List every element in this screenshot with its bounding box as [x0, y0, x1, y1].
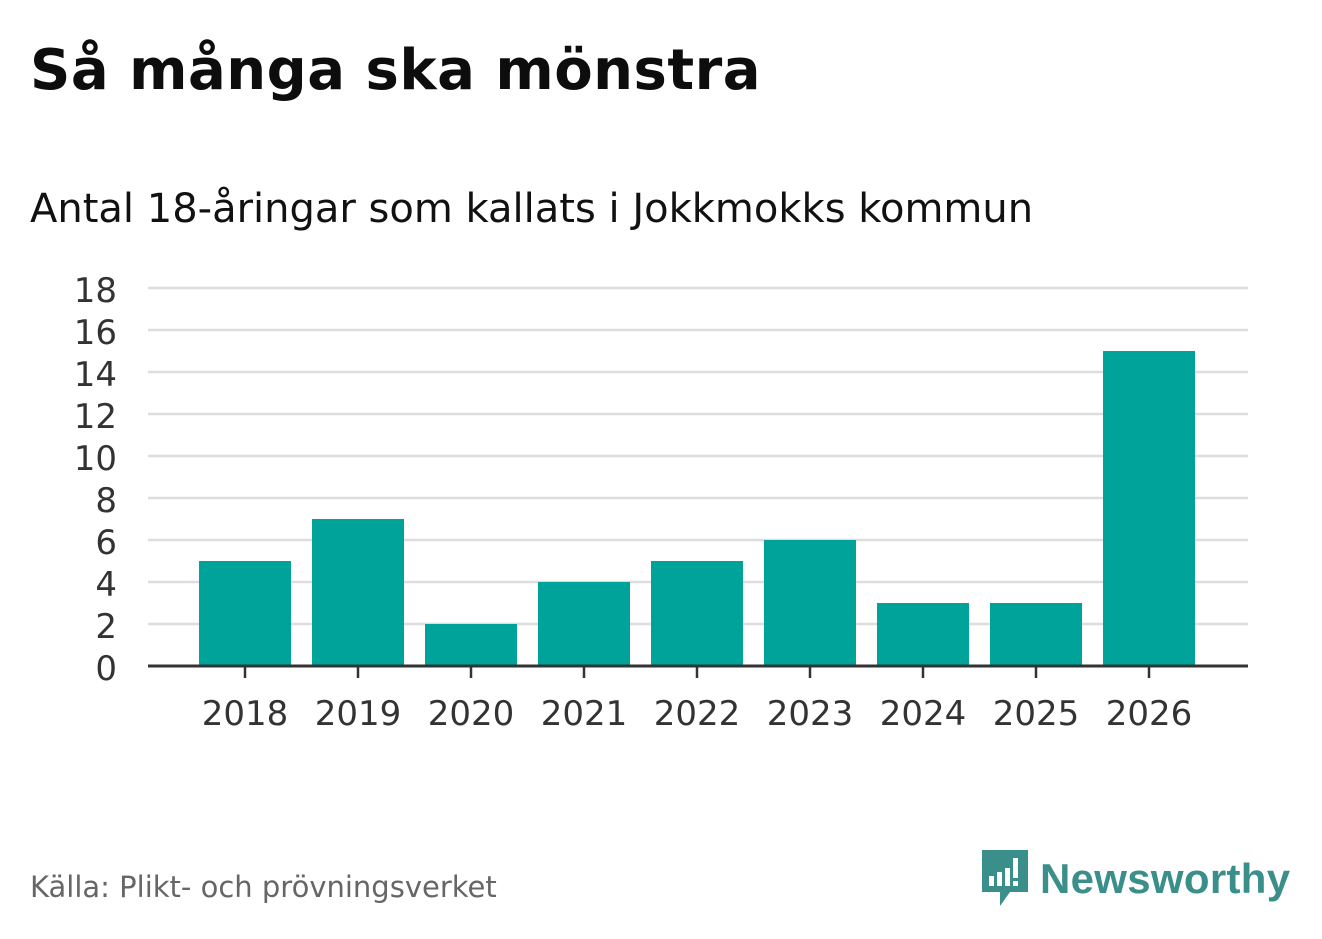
- x-tick-label: 2025: [993, 694, 1080, 734]
- brand-logo: Newsworthy: [980, 848, 1290, 910]
- y-tick-label: 10: [74, 439, 117, 479]
- x-tick-label: 2021: [541, 694, 628, 734]
- y-tick-label: 2: [95, 607, 117, 647]
- x-tick-label: 2019: [315, 694, 402, 734]
- chart-title: Så många ska mönstra: [30, 38, 762, 103]
- chart-subtitle: Antal 18-åringar som kallats i Jokkmokks…: [30, 186, 1034, 232]
- x-tick-label: 2022: [654, 694, 741, 734]
- y-tick-label: 16: [74, 313, 117, 353]
- x-tick-label: 2020: [428, 694, 515, 734]
- brand-name: Newsworthy: [1040, 855, 1291, 902]
- y-tick-label: 12: [74, 397, 117, 437]
- bar-2023: [764, 540, 856, 666]
- newsworthy-logo-icon: [982, 850, 1028, 906]
- y-tick-label: 4: [95, 565, 117, 605]
- source-note: Källa: Plikt- och prövningsverket: [30, 870, 497, 904]
- bar-2018: [199, 561, 291, 666]
- bar-2025: [990, 603, 1082, 666]
- y-tick-label: 0: [95, 649, 117, 689]
- y-tick-label: 18: [74, 271, 117, 311]
- bar-2026: [1103, 351, 1195, 666]
- bar-2020: [425, 624, 517, 666]
- bar-2019: [312, 519, 404, 666]
- bar-2022: [651, 561, 743, 666]
- x-tick-label: 2018: [202, 694, 289, 734]
- x-tick-label: 2023: [767, 694, 854, 734]
- y-tick-label: 14: [74, 355, 117, 395]
- x-tick-label: 2024: [880, 694, 967, 734]
- bar-2024: [877, 603, 969, 666]
- gridlines: [148, 286, 1248, 626]
- y-tick-label: 8: [95, 481, 117, 521]
- x-tick-label: 2026: [1106, 694, 1193, 734]
- y-tick-label: 6: [95, 523, 117, 563]
- bar-2021: [538, 582, 630, 666]
- bars: [199, 351, 1195, 666]
